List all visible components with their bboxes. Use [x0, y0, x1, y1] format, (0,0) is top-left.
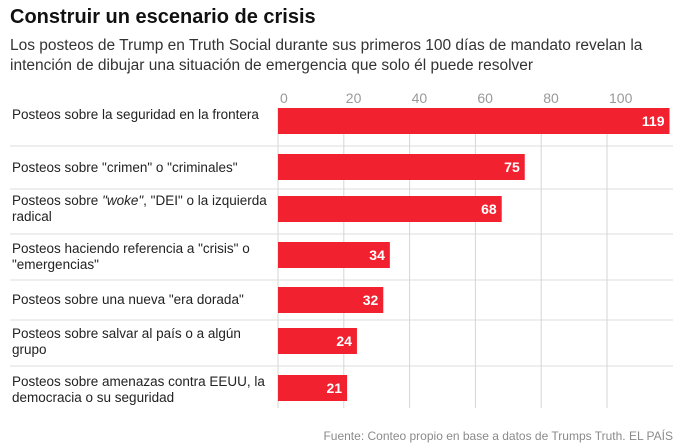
bar	[278, 287, 384, 313]
bar	[278, 328, 357, 354]
category-label-border: Posteos sobre la seguridad en la fronter…	[12, 107, 274, 123]
bar	[278, 108, 670, 134]
bar-value-label: 68	[481, 201, 497, 217]
category-label-italic: "woke"	[102, 193, 144, 208]
category-label-crisis: Posteos haciendo referencia a "crisis" o…	[12, 241, 274, 273]
bar-value-label: 32	[363, 292, 379, 308]
category-label-text: Posteos sobre una nueva "era dorada"	[12, 292, 244, 307]
category-label-save-country: Posteos sobre salvar al país o a algún g…	[12, 326, 274, 358]
chart-title: Construir un escenario de crisis	[10, 6, 316, 28]
chart-subtitle: Los posteos de Trump en Truth Social dur…	[10, 37, 643, 74]
category-label-suffix: , "DEI" o la izquierda radical	[12, 193, 267, 224]
category-label-woke: Posteos sobre "woke", "DEI" o la izquier…	[12, 193, 274, 225]
bar	[278, 196, 502, 222]
category-label-text: Posteos sobre la seguridad en la fronter…	[12, 107, 259, 122]
bar-value-label: 21	[327, 380, 343, 396]
x-tick-label: 0	[280, 90, 288, 106]
bar-value-label: 34	[369, 247, 385, 263]
bar	[278, 375, 348, 401]
bar-value-label: 75	[504, 159, 520, 175]
x-tick-label: 60	[477, 90, 493, 106]
x-tick-label: 80	[543, 90, 559, 106]
x-tick-label: 100	[609, 90, 633, 106]
category-label-text: Posteos sobre "crimen" o "criminales"	[12, 160, 238, 175]
x-tick-label: 20	[346, 90, 362, 106]
category-label-text: Posteos sobre amenazas contra EEUU, la d…	[12, 374, 265, 405]
bar-value-label: 24	[336, 333, 352, 349]
category-label-crime: Posteos sobre "crimen" o "criminales"	[12, 160, 274, 176]
bar-value-label: 119	[642, 113, 665, 129]
category-label-text: Posteos haciendo referencia a "crisis" o…	[12, 241, 250, 272]
category-label-text: Posteos sobre salvar al país o a algún g…	[12, 326, 241, 357]
category-label-prefix: Posteos sobre	[12, 193, 103, 208]
category-label-golden-era: Posteos sobre una nueva "era dorada"	[12, 292, 274, 308]
x-tick-label: 40	[412, 90, 428, 106]
bar	[278, 242, 390, 268]
bar	[278, 154, 525, 180]
category-label-threats: Posteos sobre amenazas contra EEUU, la d…	[12, 374, 274, 406]
source-note: Fuente: Conteo propio en base a datos de…	[323, 429, 673, 443]
